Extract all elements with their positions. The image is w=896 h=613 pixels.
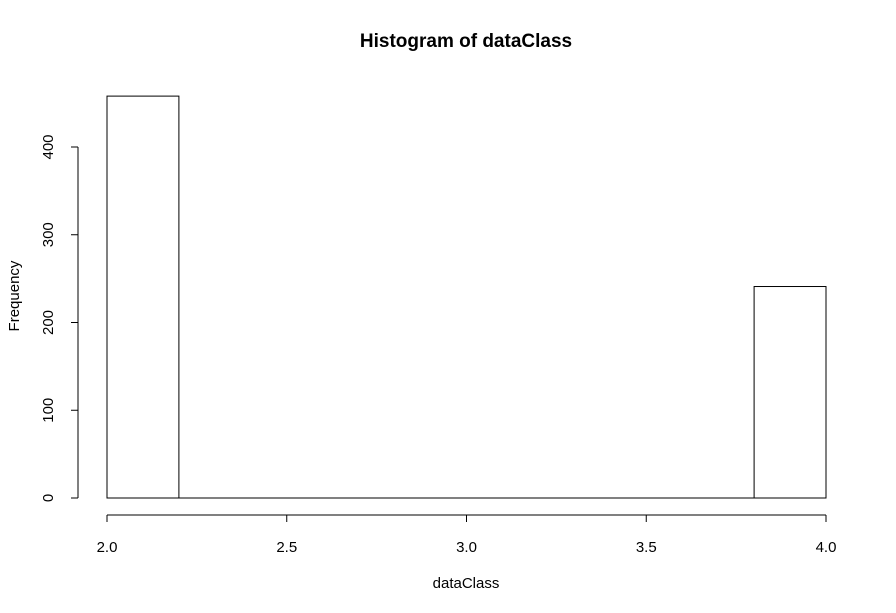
histogram-bar-0: [106, 95, 180, 499]
y-tick-label-2: 200: [40, 310, 57, 335]
x-tick-label-1: 2.5: [276, 539, 297, 556]
y-tick-label-3: 300: [40, 222, 57, 247]
y-tick-label-0: 0: [40, 494, 57, 502]
y-axis-label: Frequency: [6, 260, 23, 331]
x-tick-label-0: 2.0: [97, 539, 118, 556]
y-tick-label-4: 400: [40, 134, 57, 159]
bars-group: [106, 95, 827, 499]
histogram-bar-9: [753, 286, 827, 499]
y-tick-label-1: 100: [40, 398, 57, 423]
y-axis: 0 100 200 300 400: [40, 134, 79, 502]
x-axis-label: dataClass: [433, 575, 500, 592]
x-tick-label-2: 3.0: [456, 539, 477, 556]
x-axis: 2.0 2.5 3.0 3.5 4.0: [97, 514, 837, 556]
chart-title: Histogram of dataClass: [360, 31, 572, 52]
x-tick-label-4: 4.0: [816, 539, 837, 556]
x-tick-label-3: 3.5: [636, 539, 657, 556]
